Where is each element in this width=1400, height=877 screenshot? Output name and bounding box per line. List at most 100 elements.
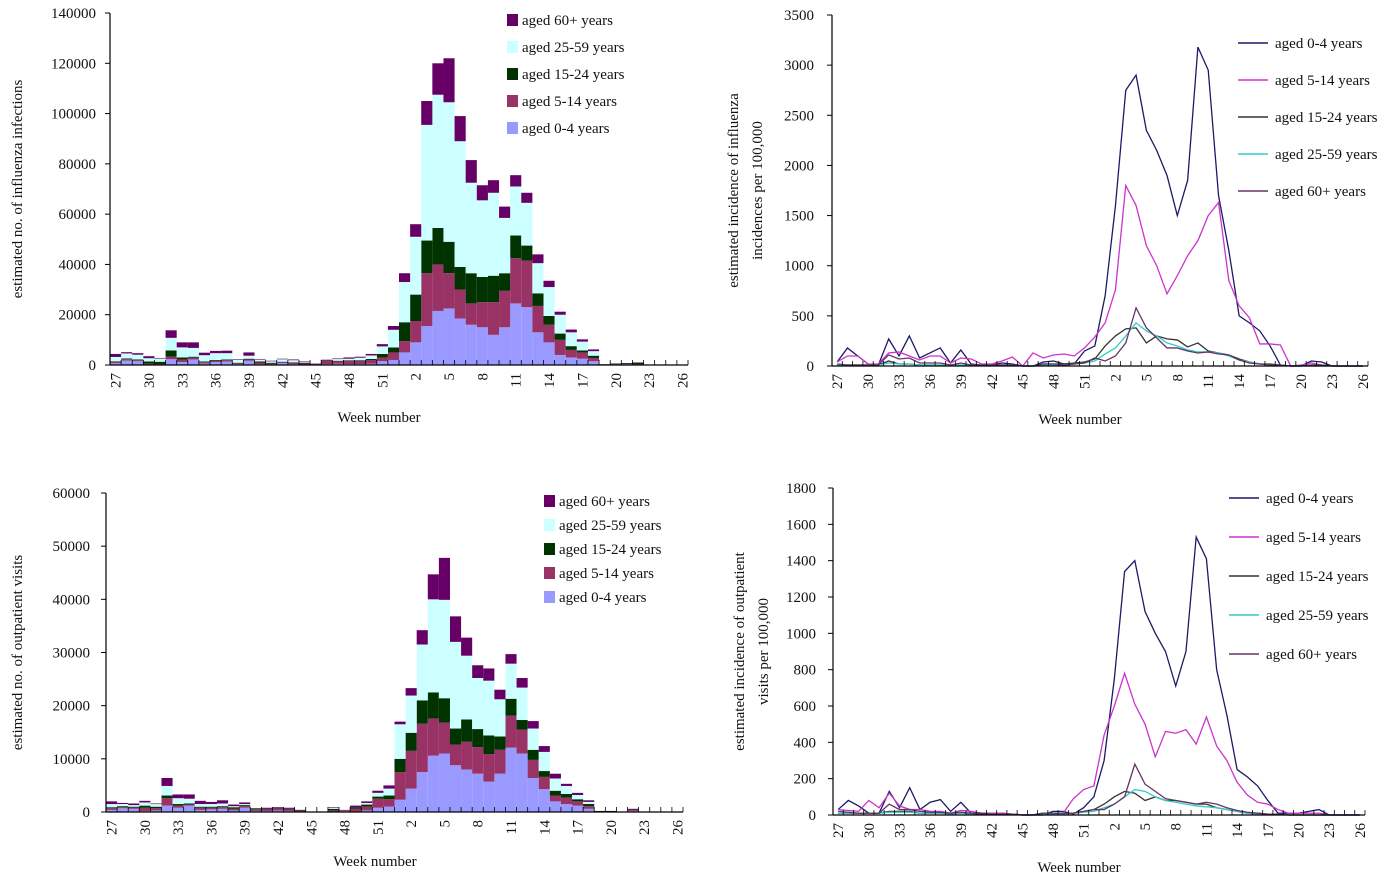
bar-segment [176, 357, 188, 360]
bar-segment [361, 802, 373, 805]
bar-segment [587, 357, 600, 362]
legend-swatch [507, 95, 518, 107]
x-tick-label: 26 [1353, 823, 1369, 839]
bar-segment [554, 354, 566, 365]
bar-segment [361, 801, 373, 803]
bar-segment [143, 361, 155, 364]
bar-segment [117, 808, 129, 812]
bar-segment [310, 363, 322, 365]
bar-segment [243, 359, 255, 361]
bar-segment [421, 124, 433, 241]
bar-segment [472, 747, 484, 774]
bar-segment [443, 58, 455, 103]
bar-segment [221, 350, 233, 354]
bar-segment [505, 747, 517, 812]
bar-segment [154, 358, 166, 362]
bar-segment [110, 361, 122, 362]
bar-segment [516, 753, 528, 812]
bar-segment [150, 803, 162, 805]
bar-segment [221, 359, 233, 361]
bar-segment [276, 362, 288, 365]
bar-segment [472, 773, 484, 812]
bar-segment [106, 808, 118, 810]
bar-segment [549, 773, 561, 779]
bar-segment [183, 794, 195, 799]
bar-segment [239, 807, 251, 812]
bar-segment [143, 363, 155, 365]
x-tick-label: 36 [923, 823, 939, 839]
bar-segment [343, 360, 355, 361]
x-tick-label: 2 [409, 373, 425, 381]
bar-segment [198, 355, 211, 362]
bar-segment [383, 788, 395, 796]
legend-label: aged 15-24 years [522, 67, 625, 83]
series-aged-25-59-years [106, 599, 595, 809]
x-tick-label: 5 [1139, 374, 1155, 382]
bar-segment [139, 800, 151, 803]
x-tick-label: 23 [642, 373, 658, 388]
y-tick-label: 1000 [784, 259, 814, 275]
bar-segment [487, 192, 500, 276]
bar-segment [150, 804, 162, 807]
bar-segment [538, 776, 550, 790]
bar-segment [106, 801, 118, 805]
bar-segment [632, 363, 644, 365]
bar-segment [372, 790, 384, 793]
bar-segment [365, 363, 377, 365]
bar-segment [461, 741, 473, 770]
bar-segment [110, 353, 122, 357]
bar-segment [499, 290, 511, 328]
x-tick-label: 30 [138, 820, 154, 835]
bar-segment [583, 801, 595, 805]
bar-segment [587, 361, 600, 365]
y-tick-label: 600 [794, 699, 817, 715]
x-tick-label: 23 [1322, 823, 1338, 838]
bar-segment [499, 217, 511, 274]
bar-segment [394, 772, 406, 800]
bar-segment [521, 245, 533, 261]
bar-segment [228, 806, 240, 808]
bar-segment [365, 353, 377, 356]
bar-segment [139, 807, 151, 811]
bar-segment [449, 765, 462, 812]
bar-segment [350, 805, 362, 808]
bar-segment [565, 346, 577, 350]
bar-segment [161, 795, 173, 799]
bar-segment [121, 359, 133, 361]
bar-segment [110, 361, 122, 364]
bar-segment [572, 799, 584, 802]
bar-segment [421, 101, 433, 125]
bar-segment [354, 356, 366, 358]
y-tick-label: 60000 [59, 207, 97, 223]
bar-segment [510, 175, 522, 187]
x-tick-label: 23 [637, 820, 653, 835]
legend-label: aged 15-24 years [1275, 110, 1378, 126]
bar-segment [194, 804, 206, 807]
x-tick-label: 5 [442, 373, 458, 381]
x-tick-label: 20 [1294, 374, 1310, 389]
bar-segment [121, 352, 133, 354]
outpatient-count-chart: 0 10000 20000 30000 40000 50000 60000 27 30 33 36 3… [10, 486, 687, 870]
legend: aged 0-4 years aged 5-14 years aged 15-24 … [1229, 491, 1369, 663]
bar-segment [443, 273, 455, 309]
legend-swatch [544, 567, 555, 579]
bar-segment [583, 804, 595, 807]
bar-segment [150, 810, 162, 812]
bar-segment [565, 329, 577, 333]
bar-segment [405, 688, 417, 696]
bar-segment [239, 802, 251, 805]
bar-segment [421, 326, 433, 365]
bar-segment [499, 273, 511, 291]
bar-segment [187, 347, 199, 357]
y-tick-label: 1500 [784, 209, 814, 225]
bar-segment [454, 318, 466, 365]
bar-segment [427, 692, 439, 719]
bar-segment [287, 359, 299, 361]
bar-segment [443, 241, 455, 274]
bar-segment [549, 795, 561, 802]
bar-segment [410, 294, 422, 321]
bar-segment [427, 599, 439, 693]
bar-segment [583, 806, 595, 809]
bar-segment [538, 789, 550, 812]
